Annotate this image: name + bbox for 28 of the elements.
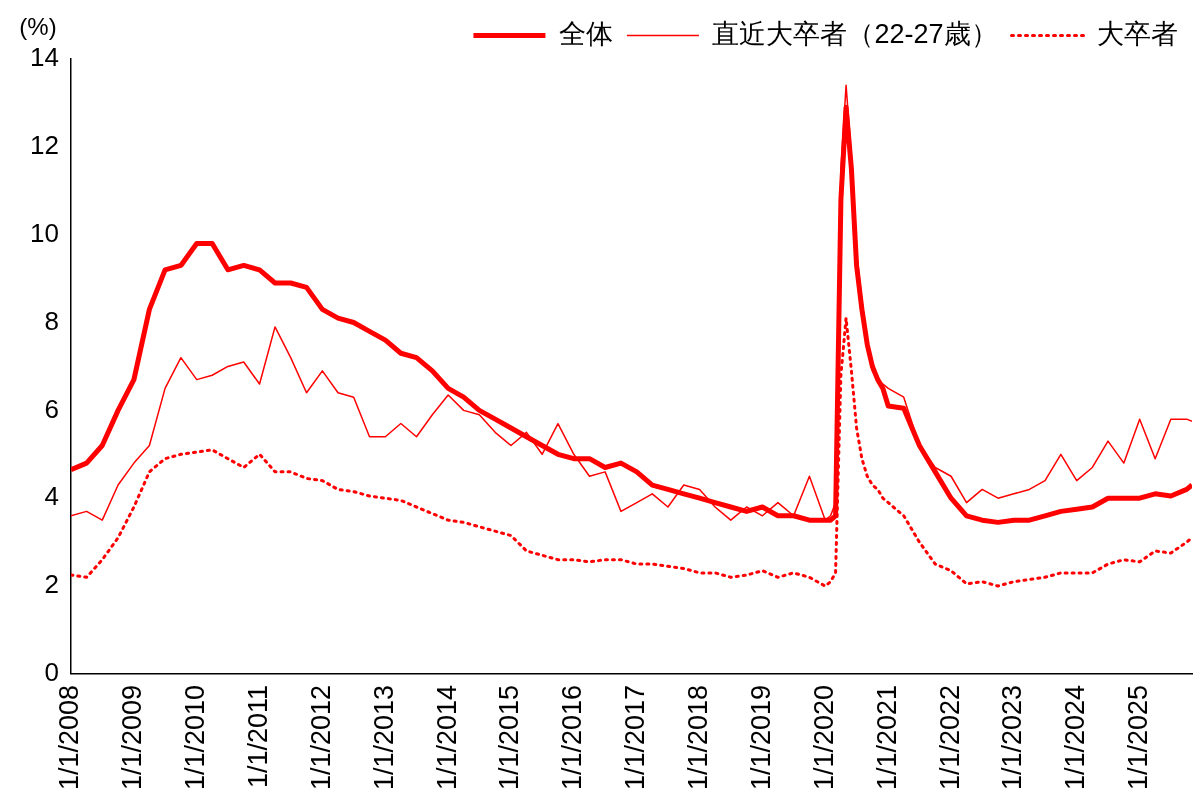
y-axis-title: (%) (19, 12, 57, 40)
x-tick-label: 1/1/2022 (934, 684, 965, 791)
y-tick-label: 10 (30, 217, 59, 248)
legend-label: 直近大卒者（22-27歳） (712, 18, 998, 49)
x-tick-label: 1/1/2019 (745, 684, 776, 791)
x-tick-label: 1/1/2013 (368, 684, 399, 791)
x-tick-label: 1/1/2017 (620, 684, 651, 791)
y-tick-label: 14 (30, 42, 59, 73)
y-tick-label: 8 (44, 305, 59, 336)
y-tick-label: 12 (30, 130, 59, 161)
x-tick-label: 1/1/2010 (180, 684, 211, 791)
y-tick-label: 4 (44, 481, 59, 512)
legend-label: 全体 (558, 18, 613, 49)
x-tick-label: 1/1/2020 (808, 684, 839, 791)
x-tick-label: 1/1/2016 (557, 684, 588, 791)
x-tick-label: 1/1/2023 (997, 684, 1028, 791)
x-tick-label: 1/1/2015 (494, 684, 525, 791)
y-tick-label: 6 (44, 393, 59, 424)
y-tick-label: 2 (44, 569, 59, 600)
x-tick-label: 1/1/2009 (117, 684, 148, 791)
x-tick-label: 1/1/2014 (431, 684, 462, 791)
x-tick-label: 1/1/2011 (243, 684, 273, 789)
x-tick-label: 1/1/2012 (305, 684, 336, 791)
legend-label: 大卒者 (1097, 18, 1178, 49)
x-tick-label: 1/1/2024 (1060, 684, 1091, 791)
x-tick-label: 1/1/2025 (1123, 684, 1154, 791)
x-tick-label: 1/1/2021 (871, 684, 902, 791)
x-tick-label: 1/1/2018 (683, 684, 714, 791)
